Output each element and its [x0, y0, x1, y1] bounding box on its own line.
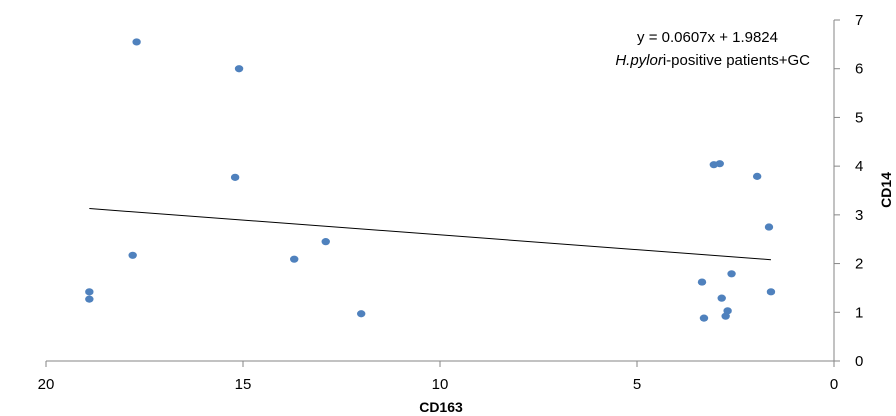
y-tick-label: 2 — [855, 256, 863, 273]
data-point — [715, 160, 724, 168]
data-point — [85, 288, 94, 296]
trend-equation: y = 0.0607x + 1.9824 — [637, 29, 778, 46]
data-point — [132, 38, 141, 46]
y-tick-label: 5 — [855, 109, 863, 126]
data-point — [721, 312, 730, 320]
x-tick-label: 0 — [830, 376, 838, 393]
axes — [46, 20, 835, 362]
data-point — [727, 270, 736, 278]
series-annotation-rest: i-positive patients+GC — [663, 52, 810, 69]
data-point — [717, 294, 726, 302]
data-point — [699, 314, 709, 322]
y-tick-label: 6 — [855, 61, 863, 78]
y-axis-title: CD14 — [878, 172, 894, 208]
y-axis-ticks: 0 1 2 3 4 5 6 7 — [834, 12, 863, 370]
data-point — [766, 288, 776, 296]
x-tick-label: 10 — [432, 376, 449, 393]
series-annotation: H.pylori-positive patients+GC — [615, 52, 810, 69]
x-tick-label: 5 — [633, 376, 641, 393]
y-tick-label: 4 — [855, 158, 863, 175]
data-point — [697, 278, 707, 286]
y-tick-label: 7 — [855, 12, 863, 29]
data-point — [230, 173, 240, 181]
data-point — [85, 295, 94, 303]
data-point — [290, 255, 299, 263]
data-point — [357, 310, 366, 318]
x-tick-label: 15 — [235, 376, 252, 393]
series-annotation-italic: H.pylor — [615, 52, 664, 69]
data-point — [128, 251, 137, 259]
data-point — [764, 223, 774, 231]
y-tick-label: 0 — [855, 353, 863, 370]
y-tick-label: 1 — [855, 304, 863, 321]
data-points — [85, 38, 776, 322]
x-axis-title: CD163 — [419, 399, 463, 415]
y-tick-label: 3 — [855, 207, 863, 224]
data-point — [234, 65, 244, 73]
data-point — [752, 172, 762, 180]
data-point — [321, 238, 330, 246]
x-axis-ticks: 20 15 10 5 0 — [38, 361, 838, 393]
x-tick-label: 20 — [38, 376, 55, 393]
trendline — [89, 208, 771, 261]
